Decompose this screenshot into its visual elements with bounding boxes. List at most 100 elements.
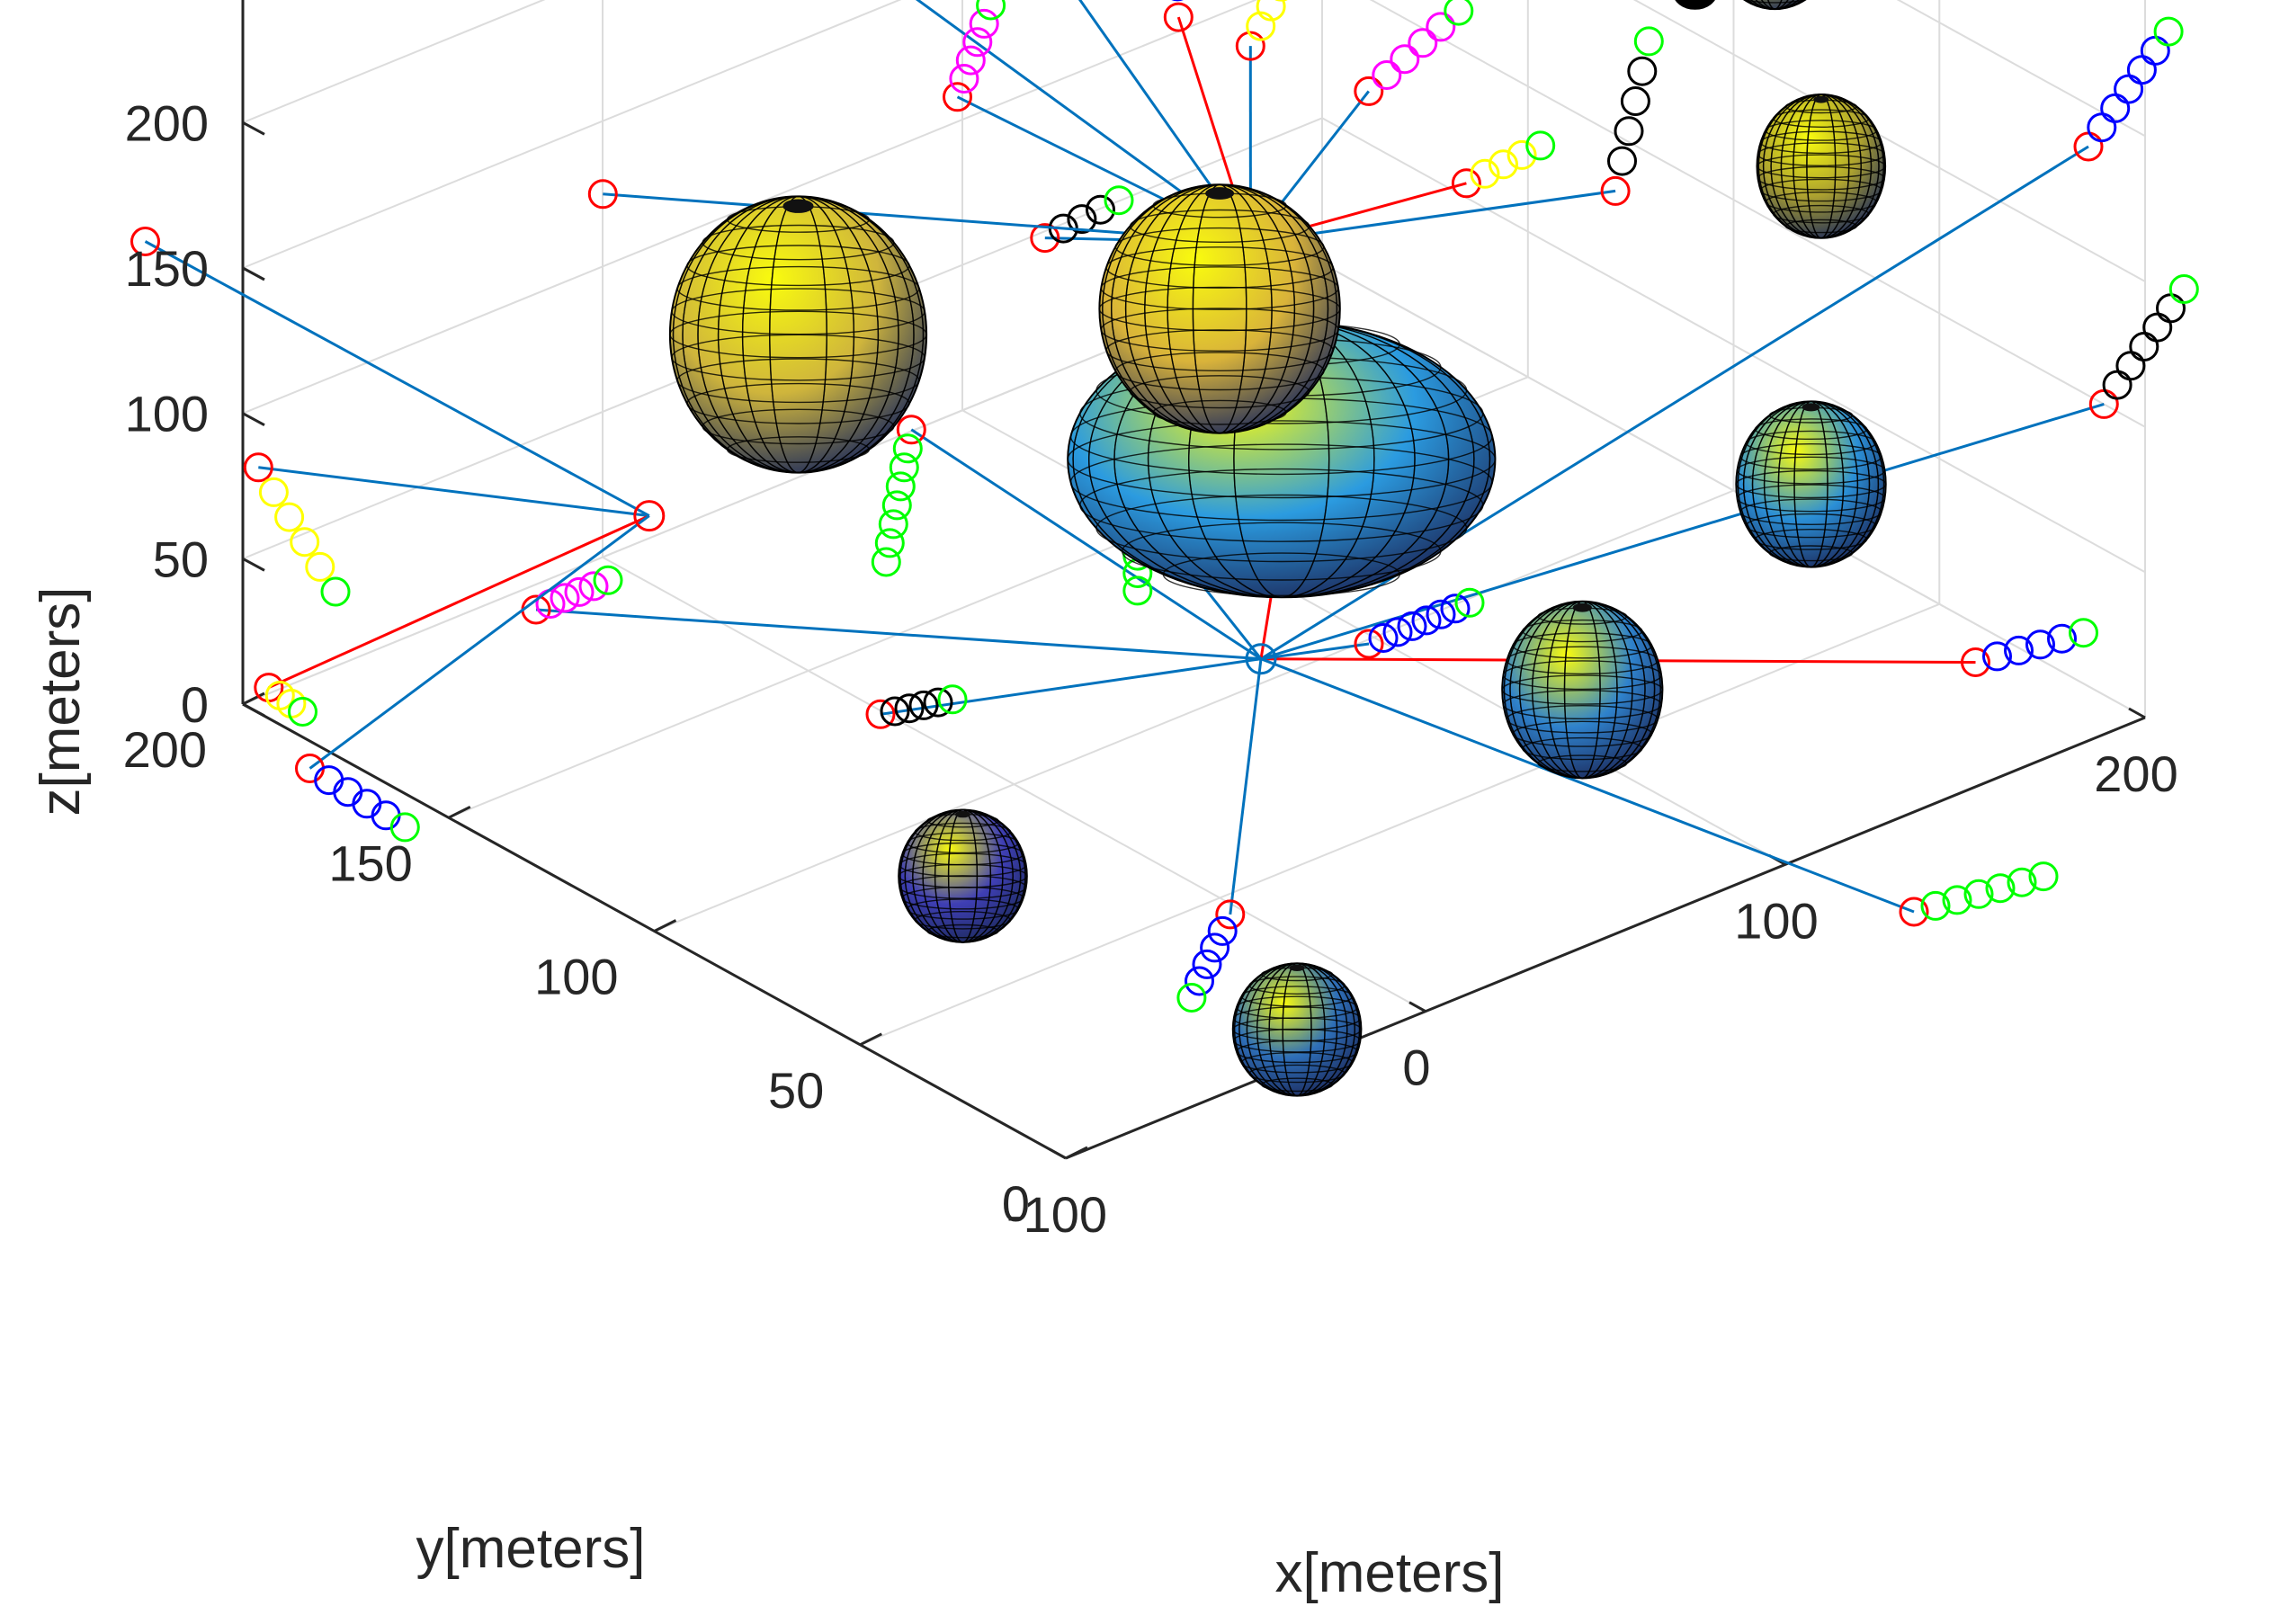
trajectory-marker	[1354, 76, 1384, 106]
trajectory-marker	[2142, 312, 2173, 343]
mesh-latitude	[1248, 976, 1346, 995]
y-tick-label: 200	[123, 721, 207, 778]
trajectory-marker	[258, 477, 289, 507]
trajectory-marker	[892, 433, 923, 464]
trajectory-marker	[1176, 983, 1207, 1013]
trajectory-marker	[2004, 635, 2034, 665]
trajectory-marker	[923, 687, 953, 718]
trajectory-marker	[2047, 623, 2077, 654]
trajectory-marker	[1256, 0, 1286, 22]
mesh-latitude	[1512, 720, 1653, 747]
trajectory-marker	[2100, 93, 2131, 123]
trajectory-marker	[305, 551, 335, 582]
trajectory-marker	[1607, 146, 1637, 176]
y-tick-label: 150	[328, 834, 412, 891]
ellipsoid	[1231, 962, 1363, 1097]
x-tick	[1049, 1147, 1067, 1160]
mesh-longitude	[1233, 962, 1361, 1097]
trajectory-marker	[320, 576, 351, 607]
mesh-latitude	[1754, 418, 1868, 440]
trajectory-marker	[2156, 293, 2186, 324]
trajectory-marker	[2168, 274, 2199, 304]
trajectory-marker	[1368, 623, 1399, 653]
trajectory-marker	[550, 583, 580, 613]
trajectory-marker	[1372, 60, 1402, 90]
mesh-latitude	[1754, 529, 1868, 550]
ellipsoid-pole	[1205, 187, 1235, 200]
link-line	[880, 657, 1262, 716]
trajectory-marker	[130, 227, 160, 256]
mesh-latitude	[1122, 522, 1442, 581]
trajectory-marker	[1470, 158, 1500, 189]
mesh-latitude	[1512, 632, 1653, 659]
trajectory-marker	[333, 777, 363, 808]
mesh-latitude	[1773, 204, 1870, 224]
z-tick-label: 100	[125, 386, 209, 442]
mesh-latitude	[914, 911, 1012, 930]
ellipsoid	[1098, 183, 1341, 434]
gridline-side-z	[1632, 0, 2146, 282]
mesh-latitude	[1100, 266, 1339, 310]
ellipsoid-pole	[1813, 95, 1829, 103]
trajectory-marker	[1200, 932, 1230, 963]
mesh-latitude	[1756, 154, 1886, 179]
y-tick-label: 100	[534, 949, 618, 1005]
x-tick-label: 0	[1402, 1040, 1430, 1096]
x-tick	[1408, 1001, 1426, 1013]
trajectory-marker	[1507, 139, 1537, 170]
trajectory-marker	[2126, 55, 2157, 85]
trajectory-marker	[1620, 86, 1650, 116]
trajectory-marker	[1163, 2, 1194, 32]
trajectory-marker	[2153, 16, 2184, 47]
mesh-latitude	[1739, 498, 1882, 526]
ellipsoid	[668, 195, 928, 474]
mesh-latitude	[1502, 660, 1662, 691]
ellipsoid-pole	[1289, 964, 1305, 972]
trajectory-marker	[578, 571, 609, 602]
trajectory-marker	[880, 696, 910, 727]
z-tick-label: 200	[125, 94, 209, 151]
trajectory-marker	[290, 527, 320, 558]
gridline-side-z	[1896, 0, 2146, 138]
z-tick	[242, 266, 265, 281]
y-tick	[653, 919, 677, 932]
trajectory-marker	[1122, 576, 1153, 606]
mesh-latitude	[1522, 736, 1643, 761]
z-tick-label: 150	[125, 240, 209, 297]
trajectory-marker	[1408, 28, 1438, 58]
trajectory-marker	[865, 699, 896, 729]
trajectory-marker	[2087, 112, 2117, 143]
trajectory-marker	[943, 82, 972, 112]
trajectory-marker	[1942, 885, 1972, 915]
trajectory-marker	[1185, 966, 1214, 996]
mesh-latitude	[669, 310, 927, 359]
mesh-latitude	[1759, 178, 1882, 202]
x-axis-label: x[meters]	[1275, 1542, 1505, 1604]
trajectory-marker	[1444, 0, 1474, 26]
trajectory-marker	[1104, 185, 1134, 216]
link-line	[268, 514, 650, 689]
z-tick-label: 250	[125, 0, 209, 6]
trajectory-marker	[1390, 44, 1420, 75]
gridline-floor-y	[859, 602, 1940, 1046]
trajectory-marker	[1426, 599, 1456, 629]
trajectory-marker	[976, 0, 1006, 21]
trajectory-marker	[274, 502, 305, 532]
trajectory-marker	[1207, 915, 1238, 946]
plot-data	[130, 0, 2199, 1097]
trajectory-marker	[2028, 861, 2059, 892]
link-line	[258, 466, 649, 518]
mesh-latitude	[914, 822, 1012, 842]
x-tick	[2128, 707, 2146, 719]
ellipsoid-surface	[1742, 0, 1807, 11]
mesh-latitude	[1736, 456, 1886, 485]
link-line	[144, 240, 650, 517]
trajectory-marker	[1614, 116, 1644, 147]
mesh-latitude	[686, 382, 910, 424]
mesh-latitude	[1537, 754, 1628, 772]
trajectory-marker	[962, 27, 993, 58]
trajectory-marker	[896, 415, 926, 445]
mesh-latitude	[1067, 420, 1497, 499]
x-tick-label: 200	[2094, 745, 2177, 802]
mesh-latitude	[1757, 165, 1885, 191]
